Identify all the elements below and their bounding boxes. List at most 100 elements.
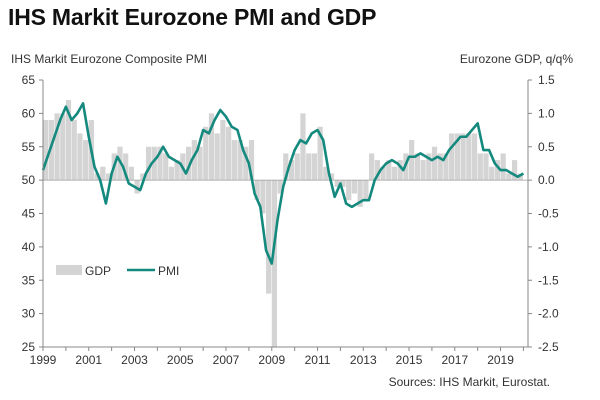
gdp-bar — [197, 146, 203, 181]
y-right-tick-label: 0.0 — [538, 173, 555, 187]
gdp-bar — [174, 160, 180, 181]
gdp-bar — [203, 126, 209, 181]
gdp-bar — [460, 133, 466, 181]
gdp-bars — [43, 100, 523, 348]
gdp-bar — [168, 166, 175, 181]
gdp-bar — [374, 160, 380, 181]
gdp-bar — [500, 153, 506, 181]
gdp-bar — [254, 180, 260, 201]
gdp-bar — [248, 140, 255, 181]
gdp-bar — [311, 153, 318, 181]
gdp-bar — [134, 180, 140, 194]
gdp-bar — [48, 120, 54, 181]
gdp-bar — [466, 133, 472, 181]
gdp-bar — [208, 113, 215, 181]
legend: GDP PMI — [56, 264, 179, 278]
x-tick-label: 2015 — [396, 353, 423, 367]
gdp-bar — [414, 153, 420, 181]
axes: 25 30 35 40 45 50 55 60 65 -2.5 -2.0 -1.5 -1.0 -0.5 0.… — [22, 73, 559, 367]
gdp-bar — [237, 140, 243, 181]
gdp-bar — [277, 180, 283, 194]
gdp-bar — [409, 140, 415, 181]
gdp-bar — [140, 173, 146, 181]
gdp-bar — [128, 166, 135, 181]
gdp-bar — [43, 120, 49, 181]
gdp-bar — [226, 126, 232, 181]
gdp-bar — [431, 146, 438, 181]
gdp-bar — [185, 146, 192, 181]
gdp-bar — [266, 180, 272, 294]
gdp-bar — [471, 133, 478, 181]
pmi-line — [41, 102, 525, 265]
chart-title: IHS Markit Eurozone PMI and GDP — [8, 4, 377, 30]
y-right-tick-label: -2.5 — [538, 340, 559, 354]
gdp-bar — [397, 160, 403, 181]
gdp-bar — [283, 153, 289, 181]
gdp-bar — [71, 120, 77, 181]
gdp-bar — [271, 180, 277, 348]
gdp-bar — [511, 160, 518, 181]
gdp-bar — [94, 173, 100, 181]
gdp-bar — [65, 100, 72, 181]
y-left-tick-label: 25 — [22, 340, 36, 354]
gdp-bar — [77, 133, 83, 181]
gdp-bar — [288, 160, 295, 181]
gdp-bar — [426, 153, 432, 181]
gdp-bar — [391, 166, 398, 181]
y-right-tick-label: -1.5 — [538, 273, 559, 287]
gdp-bar — [317, 126, 323, 181]
gdp-bar — [517, 173, 523, 181]
gdp-bar — [357, 180, 363, 207]
gdp-bar — [386, 160, 392, 181]
gdp-bar — [83, 140, 89, 181]
gdp-bar — [191, 140, 197, 181]
gdp-bar — [163, 153, 169, 181]
gdp-bar — [369, 153, 375, 181]
x-tick-label: 2007 — [213, 353, 240, 367]
gdp-bar — [220, 120, 226, 181]
y-left-tick-label: 30 — [22, 307, 36, 321]
gdp-bar — [351, 180, 358, 194]
gdp-bar — [363, 180, 369, 201]
legend-gdp-swatch — [56, 265, 82, 275]
gdp-bar — [231, 140, 237, 181]
gdp-bar — [151, 146, 157, 181]
gdp-bar — [443, 153, 449, 181]
gdp-bar — [306, 153, 312, 181]
gdp-bar — [494, 160, 501, 181]
gdp-bar — [506, 173, 512, 181]
y-left-tick-label: 45 — [22, 207, 36, 221]
x-tick-label: 2009 — [258, 353, 285, 367]
x-tick-label: 1999 — [30, 353, 57, 367]
gdp-bar — [483, 153, 489, 181]
gdp-bar — [145, 146, 152, 181]
x-tick-label: 2013 — [350, 353, 377, 367]
legend-gdp-label: GDP — [85, 264, 111, 278]
y-left-tick-label: 60 — [22, 106, 36, 120]
x-tick-label: 2019 — [487, 353, 514, 367]
gdp-bar — [489, 166, 495, 181]
y-right-tick-label: -2.0 — [538, 307, 559, 321]
legend-pmi-label: PMI — [158, 264, 179, 278]
x-tick-label: 2017 — [441, 353, 468, 367]
y-left-tick-label: 50 — [22, 173, 36, 187]
y-left-tick-label: 65 — [22, 73, 36, 87]
gdp-bar — [100, 166, 106, 181]
y-left-tick-label: 35 — [22, 273, 36, 287]
gdp-bar — [380, 166, 386, 181]
y-right-tick-label: -0.5 — [538, 207, 559, 221]
gdp-bar — [157, 146, 163, 181]
gdp-bar — [437, 153, 443, 181]
gdp-bar — [300, 113, 306, 181]
y-right-tick-label: 0.5 — [538, 140, 555, 154]
gdp-bar — [420, 160, 426, 181]
gdp-bar — [214, 133, 220, 181]
gdp-bar — [334, 180, 340, 187]
gdp-bar — [346, 180, 352, 201]
gdp-bar — [449, 133, 455, 181]
gdp-bar — [340, 180, 346, 187]
y-right-tick-label: 1.5 — [538, 73, 555, 87]
gdp-bar — [105, 173, 112, 181]
y-right-tick-label: -1.0 — [538, 240, 559, 254]
